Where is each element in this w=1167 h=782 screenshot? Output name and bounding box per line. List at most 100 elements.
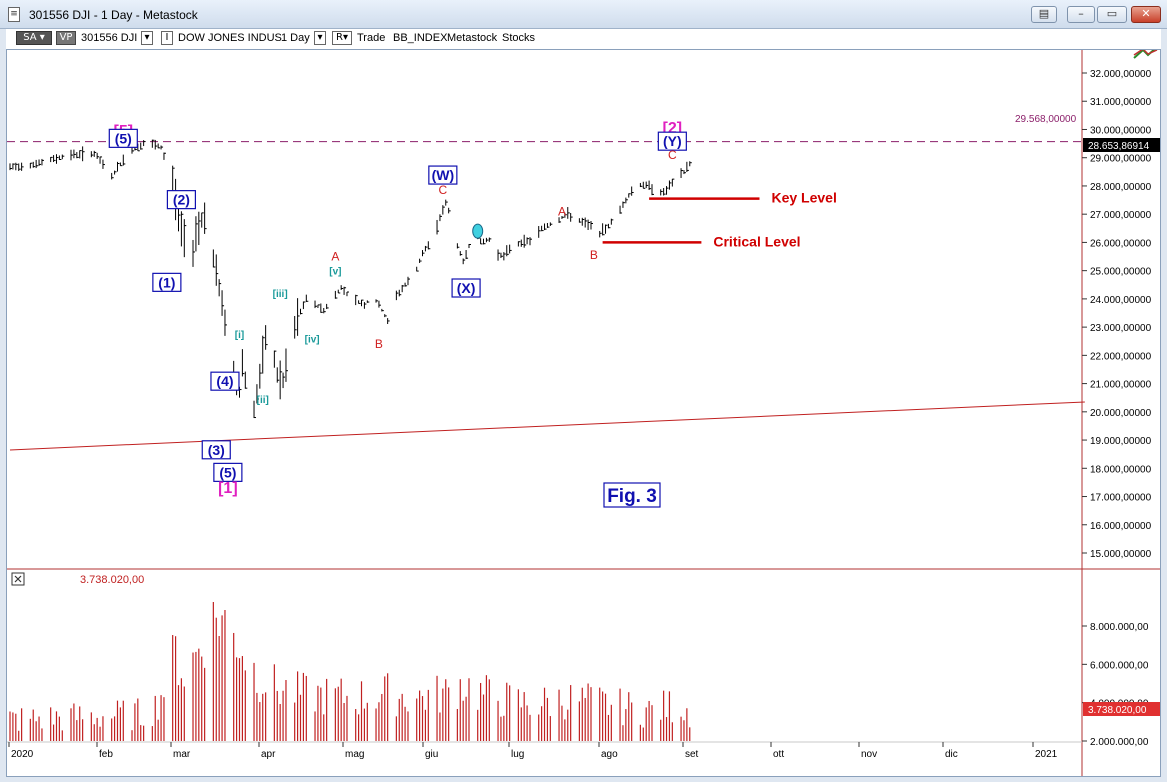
price-bar xyxy=(628,193,631,198)
price-bar xyxy=(180,211,184,247)
price-bar xyxy=(395,290,399,301)
y-tick-label: 26.000,00000 xyxy=(1090,238,1152,249)
price-bar xyxy=(561,216,564,219)
price-bar xyxy=(163,152,166,160)
svg-text:[1]: [1] xyxy=(218,480,238,497)
price-bar xyxy=(607,223,611,229)
price-bar xyxy=(50,156,53,163)
wave-label: A xyxy=(558,204,566,218)
y-tick-label: 27.000,00000 xyxy=(1090,210,1152,221)
wave-label: (2) xyxy=(166,190,196,210)
y-tick-label: 21.000,00000 xyxy=(1090,380,1152,391)
security-selector-icon[interactable]: I xyxy=(161,31,173,45)
price-bar xyxy=(131,148,135,154)
price-chart-svg[interactable]: 15.000,00000 16.000,00000 17.000,00000 18.0… xyxy=(7,46,1160,776)
price-bar xyxy=(82,146,85,162)
price-bar xyxy=(154,139,158,150)
price-bar xyxy=(55,154,59,164)
price-bar xyxy=(204,202,207,234)
svg-text:(2): (2) xyxy=(173,192,190,208)
price-bar xyxy=(468,243,471,249)
price-bar xyxy=(201,212,204,228)
key-level-label: Key Level xyxy=(771,190,836,206)
last-volume-label: 3.738.020,00 xyxy=(1088,705,1147,716)
price-bar xyxy=(317,304,320,308)
chart-area[interactable]: 15.000,00000 16.000,00000 17.000,00000 18.0… xyxy=(6,46,1161,777)
price-bar xyxy=(102,159,105,169)
wave-label: C xyxy=(668,148,677,162)
volume-bars xyxy=(9,602,691,741)
category-label: Stocks xyxy=(502,32,536,44)
close-button[interactable]: ✕ xyxy=(1131,6,1161,23)
price-bar xyxy=(480,238,483,245)
price-bar xyxy=(241,349,245,377)
y-tick-label: 16.000,00000 xyxy=(1090,521,1152,532)
price-bar xyxy=(500,252,503,258)
svg-text:[iii]: [iii] xyxy=(273,289,288,300)
x-tick-label: mar xyxy=(173,749,191,760)
chart-settings-icon[interactable] xyxy=(1132,46,1160,62)
price-bar xyxy=(198,211,201,246)
minimize-button[interactable]: – xyxy=(1067,6,1095,23)
svg-text:[v]: [v] xyxy=(329,267,341,278)
period-dropdown-icon[interactable]: ▾ xyxy=(314,31,326,45)
price-bar xyxy=(639,182,643,188)
vp-button[interactable]: VP xyxy=(56,31,76,45)
price-bar xyxy=(279,360,283,400)
price-bar xyxy=(538,226,541,238)
y-tick-label: 31.000,00000 xyxy=(1090,97,1152,108)
restore-layout-button[interactable]: ▤ xyxy=(1031,6,1057,23)
price-bar xyxy=(323,307,326,314)
price-bar xyxy=(355,294,358,306)
price-bar xyxy=(544,223,547,231)
svg-text:(W): (W) xyxy=(432,167,455,183)
price-bar xyxy=(363,302,367,309)
price-bar xyxy=(116,161,120,172)
wave-labels: [5](5)(2)(1)(4)(3)(5)[1][i][ii][iii][iv]… xyxy=(108,120,687,497)
price-bar xyxy=(58,155,62,160)
volume-panel-close-icon[interactable] xyxy=(11,572,25,586)
x-tick-label: 2021 xyxy=(1035,749,1058,760)
price-bar xyxy=(497,249,501,261)
price-bar xyxy=(18,163,21,171)
price-bar xyxy=(587,219,591,231)
symbol-label: 301556 DJI xyxy=(81,32,138,44)
wave-label: [v] xyxy=(329,267,341,278)
price-bar xyxy=(76,152,79,159)
critical-level-label: Critical Level xyxy=(713,233,800,249)
price-bar xyxy=(265,325,268,350)
wave-label: (Y) xyxy=(657,131,687,151)
resistance-label: 29.568,00000 xyxy=(1015,114,1077,125)
price-bar xyxy=(12,163,15,170)
svg-text:A: A xyxy=(331,250,339,264)
price-bar xyxy=(625,197,628,204)
x-tick-label: dic xyxy=(945,749,958,760)
wave-label: [iii] xyxy=(273,289,288,300)
price-bar xyxy=(648,180,652,191)
exchange-label: BB_INDEX xyxy=(393,32,448,44)
price-bar xyxy=(221,290,225,316)
maximize-button[interactable]: ▭ xyxy=(1097,6,1127,23)
price-bar xyxy=(642,181,646,189)
price-bar xyxy=(172,165,175,191)
price-bar xyxy=(358,300,361,304)
symbol-dropdown-icon[interactable]: ▾ xyxy=(141,31,153,45)
price-bar xyxy=(294,315,297,339)
price-bar xyxy=(526,237,530,245)
price-bar xyxy=(523,234,527,248)
price-bar xyxy=(680,168,684,178)
svg-text:C: C xyxy=(668,148,677,162)
wave-label: B xyxy=(590,248,598,262)
r-button[interactable]: R▾ xyxy=(332,31,352,45)
price-bar xyxy=(343,286,347,295)
price-bar xyxy=(140,142,143,150)
price-bar xyxy=(320,303,323,313)
price-bar xyxy=(38,159,42,166)
x-axis: 2020 feb mar apr mag giu lug ago set ott nov dic 202… xyxy=(8,742,1058,760)
last-price-tag: 28.653,86914 xyxy=(1083,138,1160,152)
price-bar xyxy=(375,299,379,303)
wave-label: (X) xyxy=(451,278,481,298)
price-bar xyxy=(224,309,227,336)
price-bar xyxy=(581,217,585,226)
sa-button[interactable]: SA ▾ xyxy=(16,31,52,45)
